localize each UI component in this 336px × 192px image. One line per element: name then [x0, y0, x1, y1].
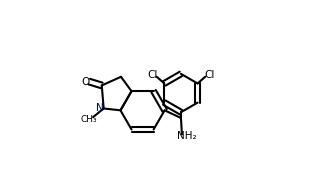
Text: CH₃: CH₃: [81, 115, 97, 123]
Text: O: O: [81, 77, 89, 87]
Text: NH₂: NH₂: [177, 131, 197, 141]
Text: N: N: [96, 103, 104, 113]
Text: Cl: Cl: [204, 70, 215, 80]
Text: Cl: Cl: [148, 70, 158, 80]
